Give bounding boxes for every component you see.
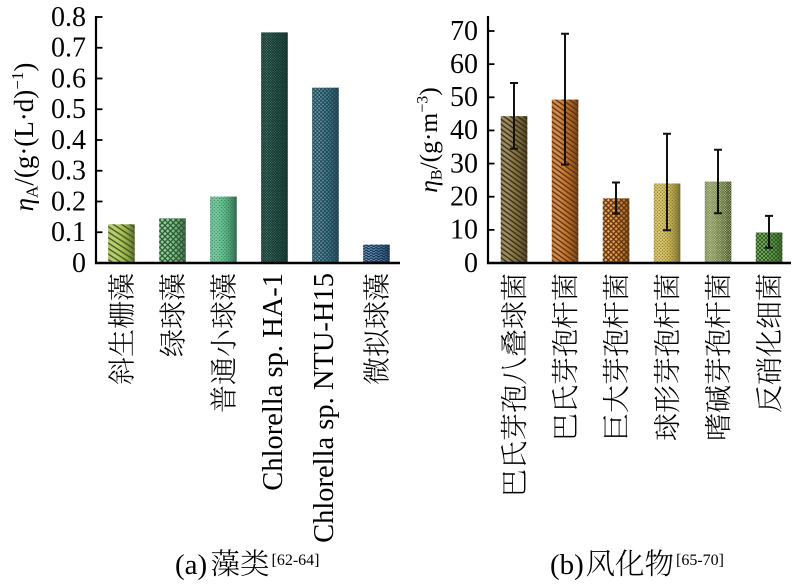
svg-text:0: 0	[72, 248, 86, 279]
svg-text:Chlorella sp. NTU-H15: Chlorella sp. NTU-H15	[309, 273, 340, 543]
svg-text:20: 20	[450, 182, 478, 213]
svg-text:60: 60	[450, 49, 478, 80]
svg-text:(b): (b)	[550, 549, 584, 581]
svg-text:[65-70]: [65-70]	[676, 552, 724, 569]
svg-text:30: 30	[450, 148, 478, 179]
svg-text:10: 10	[450, 215, 478, 246]
svg-text:70: 70	[450, 16, 478, 47]
svg-text:50: 50	[450, 82, 478, 113]
svg-text:[62-64]: [62-64]	[272, 552, 320, 569]
svg-text:0.3: 0.3	[51, 156, 86, 187]
svg-text:0.6: 0.6	[51, 63, 86, 94]
svg-text:ηB/(g·m−3): ηB/(g·m−3)	[414, 87, 446, 193]
svg-text:Chlorella sp. HA-1: Chlorella sp. HA-1	[258, 273, 289, 491]
svg-text:0: 0	[464, 248, 478, 279]
svg-text:0.1: 0.1	[51, 217, 86, 248]
svg-text:0.4: 0.4	[51, 125, 86, 156]
svg-text:40: 40	[450, 115, 478, 146]
svg-text:0.8: 0.8	[51, 2, 86, 33]
svg-text:0.2: 0.2	[51, 186, 86, 217]
svg-text:0.7: 0.7	[51, 33, 86, 64]
svg-text:ηA/(g·(L·d)−1): ηA/(g·(L·d)−1)	[8, 63, 42, 212]
svg-text:0.5: 0.5	[51, 94, 86, 125]
svg-text:(a): (a)	[175, 549, 207, 581]
